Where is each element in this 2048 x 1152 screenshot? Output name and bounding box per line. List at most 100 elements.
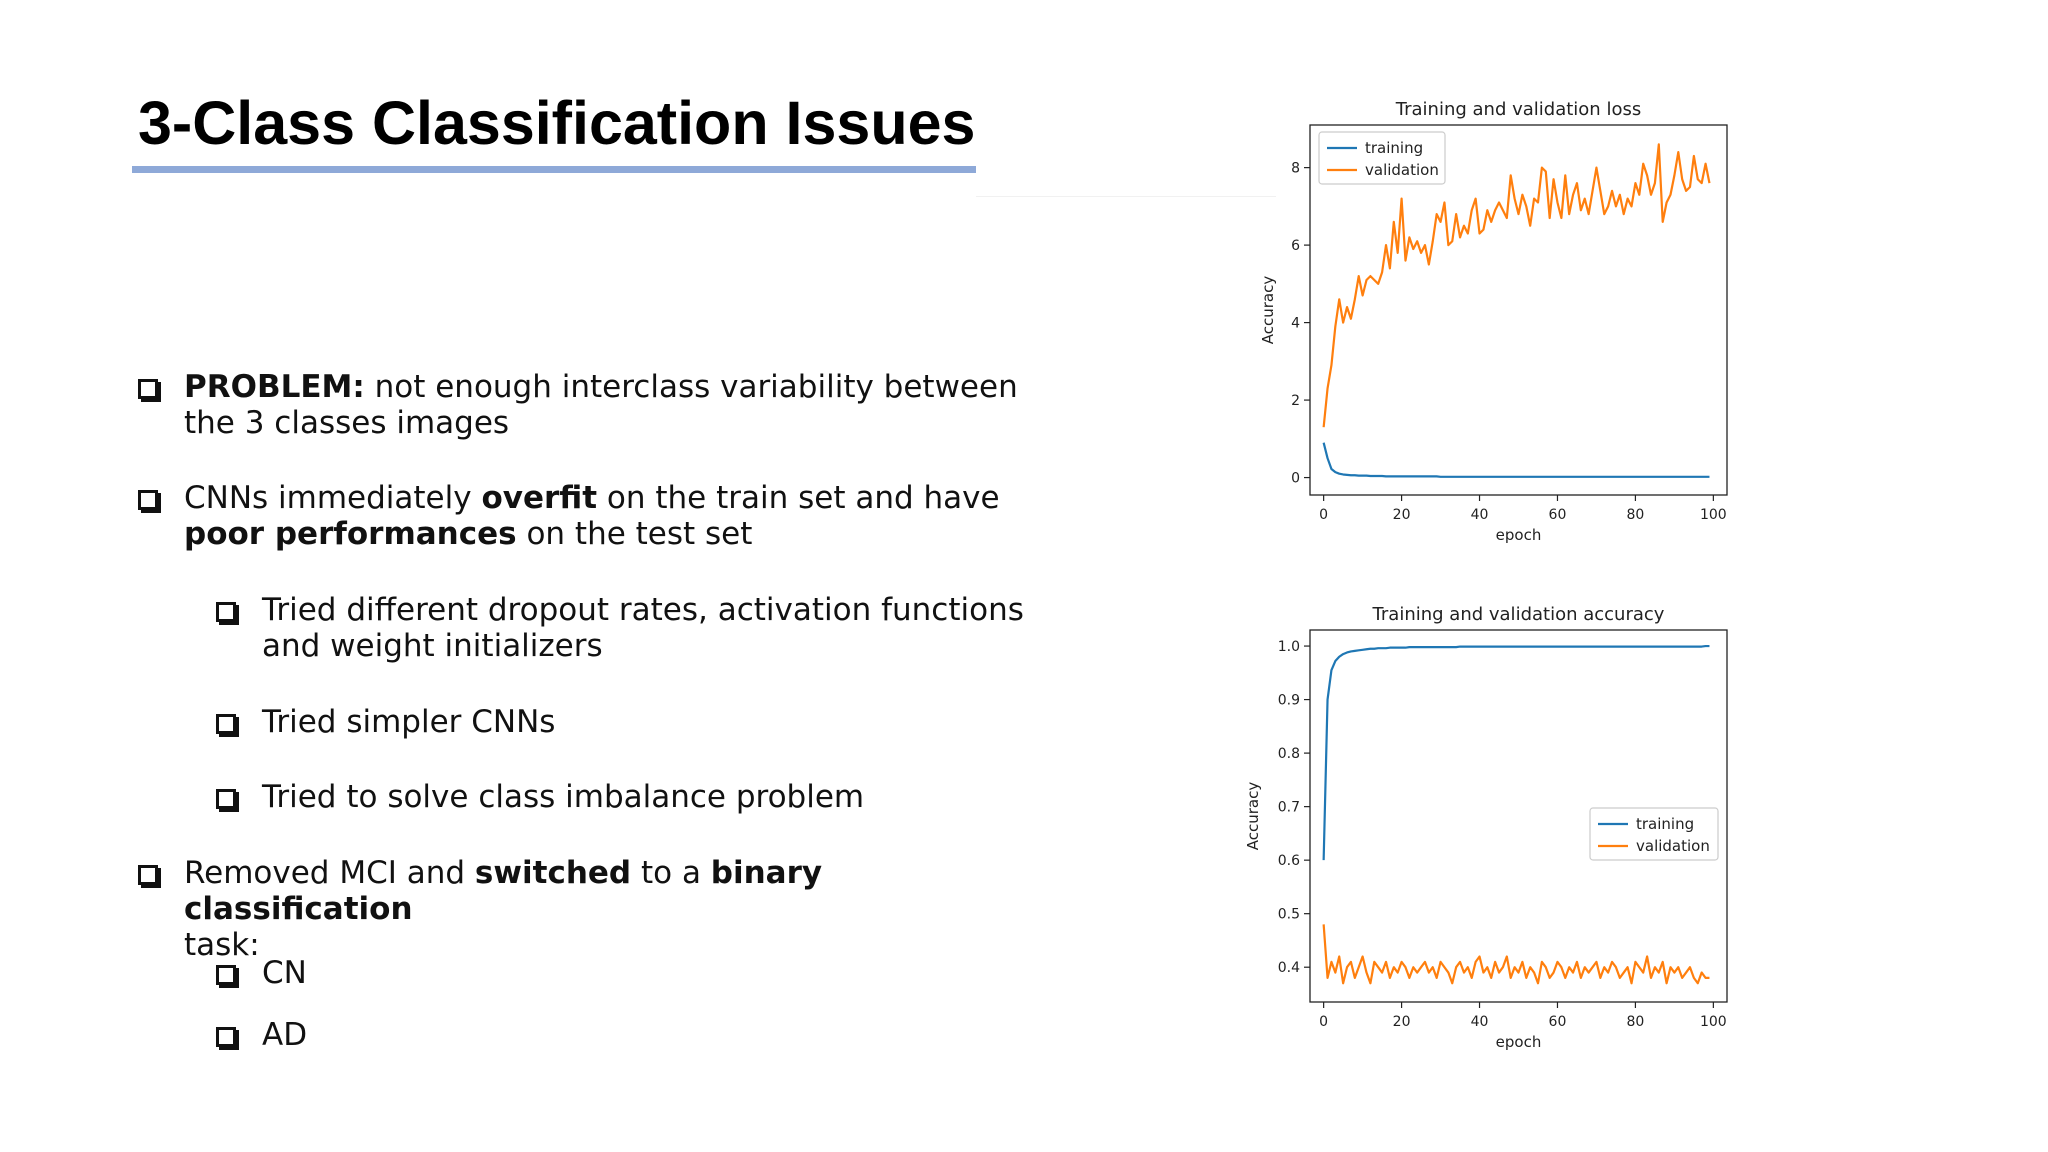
y-tick-label: 0.9	[1278, 693, 1300, 709]
checkbox-bullet-icon	[138, 490, 158, 510]
y-tick-label: 1.0	[1278, 639, 1300, 655]
bullet-line: Tried simpler CNNs	[262, 704, 1062, 740]
slide-title: 3-Class Classification Issues	[138, 89, 976, 157]
checkbox-bullet-icon	[138, 379, 158, 399]
bullet-text-span: Tried simpler CNNs	[262, 704, 556, 740]
bullet-text-bold: binary classification	[184, 855, 823, 927]
bullet-text-span: on the test set	[516, 516, 753, 552]
bullet-text: Removed MCI and switched to a binary cla…	[184, 855, 1044, 963]
bullet-line: Tried to solve class imbalance problem	[262, 779, 1062, 815]
x-tick-label: 40	[1471, 1014, 1489, 1030]
bullet-text-bold: switched	[474, 855, 632, 891]
legend-label-validation: validation	[1636, 837, 1710, 855]
x-tick-label: 100	[1700, 1014, 1727, 1030]
checkbox-bullet-icon	[216, 789, 236, 809]
y-axis-label: Accuracy	[1259, 276, 1277, 345]
bullet-text-span: on the train set and have	[597, 480, 1000, 516]
bullet-text: CN	[262, 955, 1062, 991]
bullet-text-bold: poor performances	[184, 516, 517, 552]
bullet-line: CN	[262, 955, 1062, 991]
x-tick-label: 80	[1627, 1014, 1645, 1030]
bullet-line: the 3 classes images	[184, 405, 1044, 441]
x-tick-label: 60	[1549, 507, 1567, 523]
y-tick-label: 0.6	[1278, 853, 1300, 869]
x-tick-label: 20	[1393, 507, 1411, 523]
y-tick-label: 6	[1291, 238, 1300, 254]
bullet-item-overfit: CNNs immediately overfit on the train se…	[138, 480, 1044, 552]
bullet-item-binary: Removed MCI and switched to a binary cla…	[138, 855, 1044, 963]
x-tick-label: 20	[1393, 1014, 1411, 1030]
chart-title: Training and validation accuracy	[1372, 604, 1665, 625]
checkbox-bullet-icon	[216, 965, 236, 985]
bullet-text-span: to a	[631, 855, 711, 891]
series-line-training	[1322, 644, 1710, 861]
y-tick-label: 4	[1291, 316, 1300, 332]
checkbox-bullet-icon	[138, 865, 158, 885]
bullet-text-bold: PROBLEM:	[184, 369, 365, 405]
bullet-item-problem: PROBLEM: not enough interclass variabili…	[138, 369, 1044, 441]
series-line-validation	[1322, 924, 1710, 985]
x-tick-label: 100	[1700, 507, 1727, 523]
x-axis-label: epoch	[1496, 1033, 1542, 1051]
bullet-text: PROBLEM: not enough interclass variabili…	[184, 369, 1044, 441]
y-tick-label: 2	[1291, 393, 1300, 409]
bullet-text: Tried to solve class imbalance problem	[262, 779, 1062, 815]
series-line-training	[1322, 442, 1710, 478]
checkbox-bullet-icon	[216, 602, 236, 622]
bullet-text-span: AD	[262, 1017, 308, 1053]
bullet-text-span: not enough interclass variability betwee…	[364, 369, 1018, 405]
bullet-line: PROBLEM: not enough interclass variabili…	[184, 369, 1044, 405]
x-tick-label: 40	[1471, 507, 1489, 523]
chart-title: Training and validation loss	[1395, 99, 1641, 120]
series-line-validation	[1322, 143, 1711, 428]
title-underline	[132, 166, 976, 173]
bullet-text: AD	[262, 1017, 1062, 1053]
bullet-text-span: Removed MCI and	[184, 855, 475, 891]
y-axis-label: Accuracy	[1244, 782, 1262, 851]
bullet-item-dropout: Tried different dropout rates, activatio…	[216, 592, 1062, 664]
bullet-text: Tried different dropout rates, activatio…	[262, 592, 1062, 664]
bullet-text-span: CNNs immediately	[184, 480, 482, 516]
accuracy-chart: Training and validation accuracy 0 20 40 60 8…	[1244, 604, 1728, 1051]
x-tick-label: 0	[1319, 507, 1328, 523]
y-tick-label: 0	[1291, 471, 1300, 487]
bullet-text-span: CN	[262, 955, 307, 991]
bullet-text-span: Tried to solve class imbalance problem	[262, 779, 865, 815]
bullet-text-bold: overfit	[481, 480, 598, 516]
plot-frame	[1309, 629, 1728, 1003]
bullet-text-span: Tried different dropout rates, activatio…	[262, 592, 1024, 628]
bullet-text-span: the 3 classes images	[184, 405, 510, 441]
bullet-line: Tried different dropout rates, activatio…	[262, 592, 1062, 628]
legend-label-training: training	[1636, 815, 1694, 833]
bullet-text: Tried simpler CNNs	[262, 704, 1062, 740]
bullet-line: CNNs immediately overfit on the train se…	[184, 480, 1044, 516]
legend-label-training: training	[1365, 139, 1423, 157]
bullet-line: poor performances on the test set	[184, 516, 1044, 552]
bullet-line: Removed MCI and switched to a binary cla…	[184, 855, 1044, 927]
x-tick-label: 0	[1319, 1014, 1328, 1030]
y-tick-label: 0.4	[1278, 960, 1300, 976]
bullet-item-ad: AD	[216, 1017, 1062, 1053]
bullet-line: task:	[184, 927, 1044, 963]
bullet-line: AD	[262, 1017, 1062, 1053]
bullet-text-span: and weight initializers	[262, 628, 603, 664]
bullet-item-class-imbalance: Tried to solve class imbalance problem	[216, 779, 1062, 815]
legend-label-validation: validation	[1365, 161, 1439, 179]
divider-line	[976, 196, 1276, 197]
y-tick-label: 0.7	[1278, 800, 1300, 816]
bullet-item-simpler-cnns: Tried simpler CNNs	[216, 704, 1062, 740]
y-tick-label: 8	[1291, 161, 1300, 177]
x-tick-label: 80	[1627, 507, 1645, 523]
x-axis-label: epoch	[1496, 526, 1542, 544]
y-tick-label: 0.5	[1278, 907, 1300, 923]
bullet-line: and weight initializers	[262, 628, 1062, 664]
checkbox-bullet-icon	[216, 1027, 236, 1047]
x-tick-label: 60	[1549, 1014, 1567, 1030]
checkbox-bullet-icon	[216, 714, 236, 734]
plot-frame	[1309, 124, 1728, 496]
bullet-item-cn: CN	[216, 955, 1062, 991]
bullet-text-span: task:	[184, 927, 260, 963]
y-tick-label: 0.8	[1278, 746, 1300, 762]
bullet-text: CNNs immediately overfit on the train se…	[184, 480, 1044, 552]
